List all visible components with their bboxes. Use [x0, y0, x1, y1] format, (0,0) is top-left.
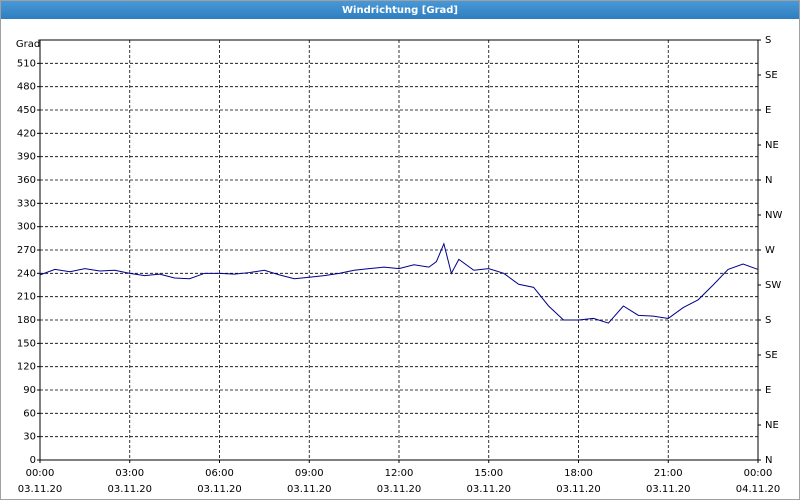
y-tick-label: 0: [30, 455, 36, 466]
y-tick-label: 480: [17, 82, 36, 93]
y-tick-label: 360: [17, 175, 36, 186]
x-tick-label: 00:00: [26, 468, 55, 479]
x-tick-date: 03.11.20: [287, 484, 332, 495]
x-tick-label: 12:00: [385, 468, 414, 479]
y2-tick-label: W: [765, 245, 775, 256]
y2-tick-label: E: [765, 105, 771, 116]
y-tick-label: 420: [17, 128, 36, 139]
x-tick-label: 00:00: [744, 468, 773, 479]
y2-tick-label: S: [765, 35, 771, 46]
x-tick-label: 18:00: [564, 468, 593, 479]
x-tick-label: 21:00: [654, 468, 683, 479]
y2-tick-label: SW: [765, 280, 781, 291]
x-tick-label: 15:00: [474, 468, 503, 479]
y2-tick-label: NW: [765, 210, 782, 221]
y-axis-label: Grad: [16, 39, 40, 50]
x-tick-date: 03.11.20: [466, 484, 511, 495]
y-tick-label: 120: [17, 362, 36, 373]
y2-tick-label: N: [765, 455, 772, 466]
y2-tick-label: E: [765, 385, 771, 396]
y2-tick-label: S: [765, 315, 771, 326]
y2-tick-label: NE: [765, 420, 779, 431]
x-tick-date: 03.11.20: [377, 484, 422, 495]
y2-tick-label: N: [765, 175, 772, 186]
y-tick-label: 150: [17, 338, 36, 349]
y-tick-label: 210: [17, 292, 36, 303]
y-tick-label: 450: [17, 105, 36, 116]
y-tick-label: 510: [17, 58, 36, 69]
x-tick-date: 03.11.20: [646, 484, 691, 495]
title-bar: [0, 0, 800, 19]
y2-tick-label: SE: [765, 350, 778, 361]
y-tick-label: 60: [23, 408, 36, 419]
y2-tick-label: NE: [765, 140, 779, 151]
x-tick-label: 09:00: [295, 468, 324, 479]
y-tick-label: 30: [23, 432, 36, 443]
y-tick-label: 330: [17, 198, 36, 209]
x-tick-date: 03.11.20: [107, 484, 152, 495]
x-tick-date: 03.11.20: [18, 484, 63, 495]
y-tick-label: 240: [17, 268, 36, 279]
x-tick-label: 03:00: [115, 468, 144, 479]
chart-title: Windrichtung [Grad]: [342, 5, 458, 16]
y-tick-label: 90: [23, 385, 36, 396]
y-tick-label: 180: [17, 315, 36, 326]
y2-tick-label: SE: [765, 70, 778, 81]
x-tick-label: 06:00: [205, 468, 234, 479]
y-tick-label: 300: [17, 222, 36, 233]
x-tick-date: 03.11.20: [556, 484, 601, 495]
x-tick-date: 03.11.20: [197, 484, 242, 495]
y-tick-label: 270: [17, 245, 36, 256]
x-tick-date: 04.11.20: [736, 484, 781, 495]
plot-frame: [39, 39, 759, 461]
y-tick-label: 390: [17, 152, 36, 163]
data-line: [39, 242, 759, 324]
